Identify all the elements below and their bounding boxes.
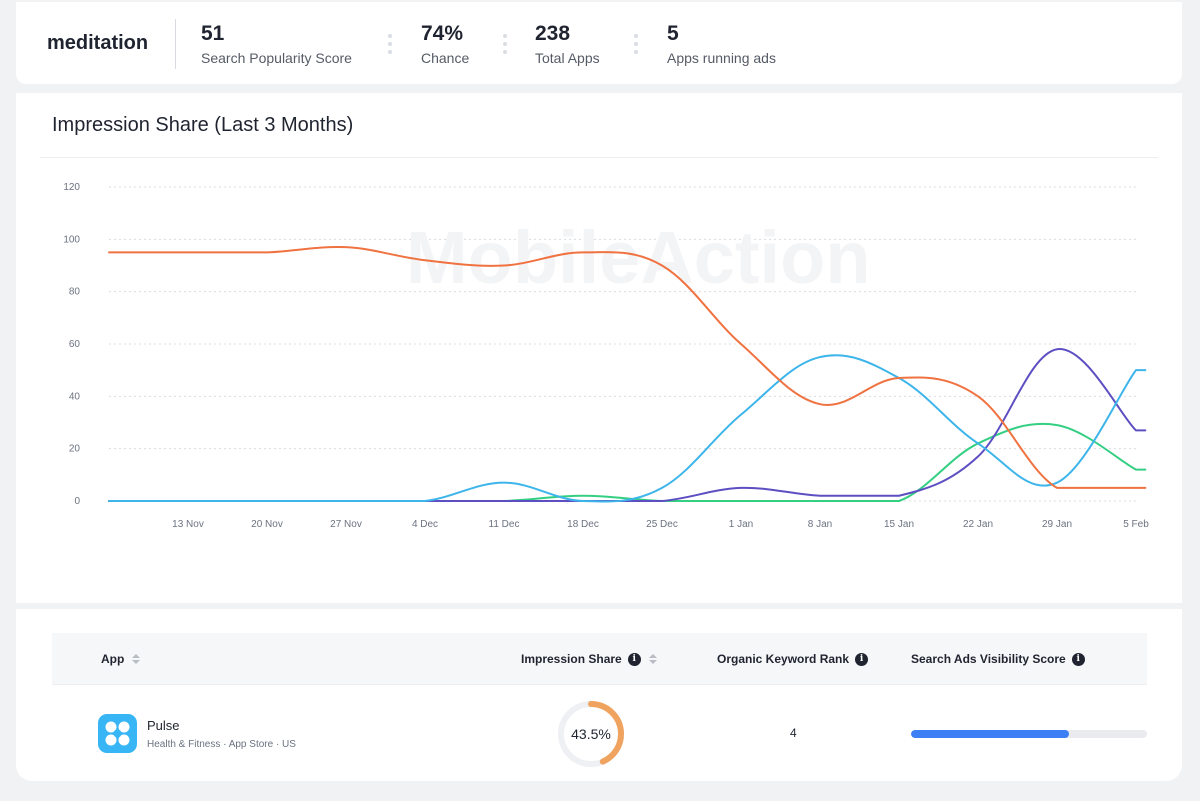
impression-share-chart-card: Impression Share (Last 3 Months) MobileA…: [16, 93, 1182, 603]
x-tick-label: 13 Nov: [172, 519, 204, 530]
column-header-impression-share[interactable]: Impression Share i: [521, 652, 657, 666]
y-tick-label: 120: [63, 182, 80, 193]
stat-value: 238: [535, 21, 600, 47]
app-meta: Health & Fitness · App Store · US: [147, 739, 296, 750]
app-name[interactable]: Pulse: [147, 718, 180, 733]
column-header-label: Organic Keyword Rank: [717, 652, 849, 666]
stat-search-popularity: 51 Search Popularity Score: [201, 21, 352, 66]
x-tick-label: 11 Dec: [489, 519, 520, 530]
keyword-divider: [175, 19, 176, 69]
table-row[interactable]: Pulse Health & Fitness · App Store · US …: [52, 686, 1147, 781]
y-tick-label: 0: [74, 496, 80, 507]
stat-separator: [503, 34, 507, 54]
x-tick-label: 27 Nov: [330, 519, 362, 530]
stat-value: 5: [667, 21, 776, 47]
column-header-label: App: [101, 652, 124, 666]
stat-separator: [634, 34, 638, 54]
series-line-blue[interactable]: [109, 355, 1145, 501]
stat-separator: [388, 34, 392, 54]
keyword-title: meditation: [47, 32, 148, 55]
stat-value: 74%: [421, 21, 469, 47]
x-tick-label: 8 Jan: [808, 519, 832, 530]
apps-table-card: App Impression Share i Organic Keyword R…: [16, 609, 1182, 781]
series-line-purple[interactable]: [109, 349, 1145, 501]
sort-icon[interactable]: [132, 654, 140, 664]
visibility-score-fill: [911, 730, 1069, 738]
x-tick-label: 4 Dec: [412, 519, 438, 530]
x-tick-label: 18 Dec: [567, 519, 599, 530]
x-tick-label: 22 Jan: [963, 519, 993, 530]
keyword-stats-bar: meditation 51 Search Popularity Score 74…: [16, 2, 1182, 84]
column-header-label: Search Ads Visibility Score: [911, 652, 1066, 666]
organic-keyword-rank: 4: [790, 726, 797, 740]
x-tick-label: 25 Dec: [646, 519, 678, 530]
stat-label: Chance: [421, 50, 469, 66]
chart-watermark: MobileAction: [406, 216, 871, 299]
info-icon[interactable]: i: [1072, 653, 1085, 666]
stat-label: Search Popularity Score: [201, 50, 352, 66]
column-header-label: Impression Share: [521, 652, 622, 666]
impression-share-chart: MobileAction 120 100 80 60 40 20 0 13 Nov 20 Nov…: [16, 93, 1182, 603]
stat-label: Total Apps: [535, 50, 600, 66]
stat-total-apps: 238 Total Apps: [535, 21, 600, 66]
table-header: App Impression Share i Organic Keyword R…: [52, 633, 1147, 685]
stat-apps-running-ads: 5 Apps running ads: [667, 21, 776, 66]
column-header-visibility-score: Search Ads Visibility Score i: [911, 652, 1085, 666]
info-icon[interactable]: i: [855, 653, 868, 666]
stat-chance: 74% Chance: [421, 21, 469, 66]
impression-share-value: 43.5%: [557, 700, 625, 768]
pulse-logo-icon: [98, 714, 137, 753]
visibility-score-bar: [911, 730, 1147, 738]
y-tick-label: 20: [69, 444, 81, 455]
sort-icon[interactable]: [649, 654, 657, 664]
column-header-organic-rank: Organic Keyword Rank i: [717, 652, 868, 666]
x-tick-label: 1 Jan: [729, 519, 753, 530]
column-header-app[interactable]: App: [101, 652, 140, 666]
stat-value: 51: [201, 21, 352, 47]
pulse-app-icon[interactable]: [98, 714, 137, 753]
info-icon[interactable]: i: [628, 653, 641, 666]
y-tick-label: 100: [63, 234, 80, 245]
series-line-green[interactable]: [109, 424, 1145, 501]
x-tick-label: 5 Feb: [1123, 519, 1149, 530]
y-tick-label: 40: [69, 391, 81, 402]
y-tick-label: 60: [69, 339, 81, 350]
y-tick-label: 80: [69, 287, 81, 298]
x-tick-label: 15 Jan: [884, 519, 914, 530]
x-tick-label: 29 Jan: [1042, 519, 1072, 530]
x-tick-label: 20 Nov: [251, 519, 283, 530]
stat-label: Apps running ads: [667, 50, 776, 66]
